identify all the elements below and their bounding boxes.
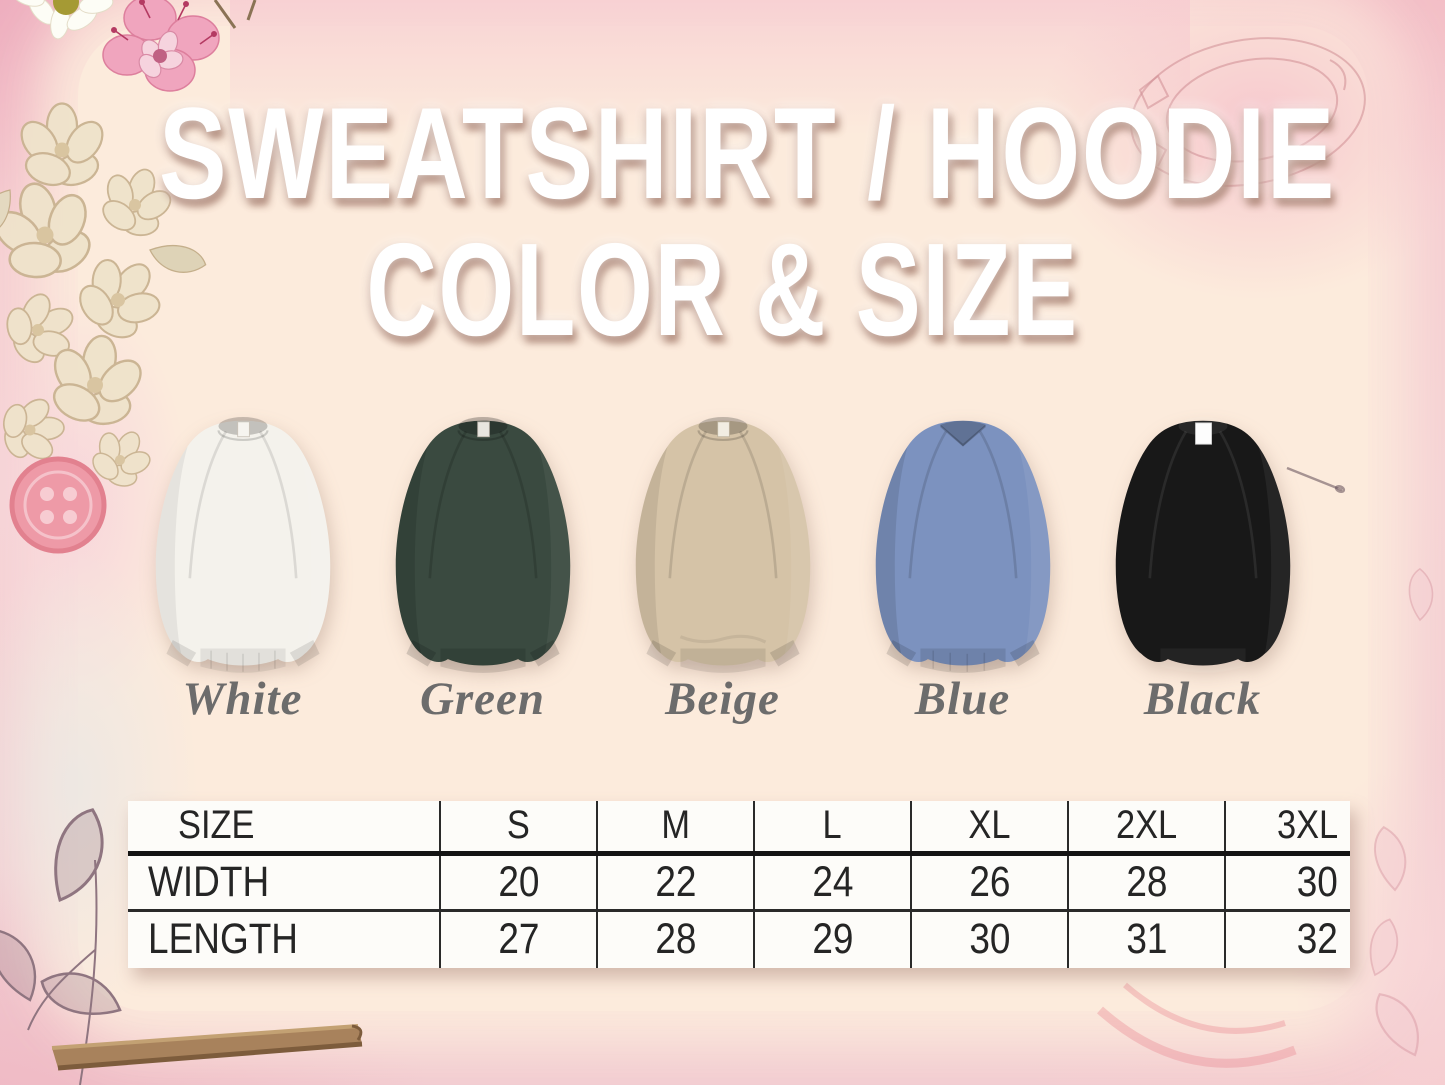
title-line-1: SWEATSHIRT / HOODIE bbox=[158, 80, 1336, 226]
neck-tag bbox=[1194, 422, 1212, 445]
color-label: Black bbox=[1143, 673, 1262, 725]
header-3xl: 3XL bbox=[1224, 801, 1350, 856]
row-label: WIDTH bbox=[128, 853, 440, 912]
sweatshirt-blue-image bbox=[875, 420, 1050, 673]
length-xl: 30 bbox=[910, 910, 1068, 968]
product-green: Green bbox=[371, 408, 595, 723]
neck-tag bbox=[716, 421, 730, 438]
length-l: 29 bbox=[753, 910, 911, 968]
width-2xl: 28 bbox=[1067, 853, 1225, 912]
title-line-2: COLOR & SIZE bbox=[366, 216, 1079, 363]
header-m: M bbox=[596, 801, 754, 856]
row-label: LENGTH bbox=[148, 915, 299, 964]
sweatshirt-green-image bbox=[395, 417, 570, 673]
product-beige: Beige bbox=[611, 408, 835, 723]
header-2xl: 2XL bbox=[1067, 801, 1225, 856]
width-3xl: 30 bbox=[1224, 853, 1350, 912]
sweatshirt-black-image bbox=[1115, 417, 1290, 673]
header-l: L bbox=[753, 801, 911, 856]
color-options-row: White Green bbox=[0, 408, 1445, 723]
table-row-length: LENGTH 27 28 29 30 31 32 bbox=[128, 910, 1350, 968]
product-black: Black bbox=[1091, 408, 1315, 723]
size-chart: SIZE S M L XL 2XL 3XL WIDTH 20 22 24 26 … bbox=[128, 801, 1350, 968]
stick-icon bbox=[51, 1024, 363, 1071]
color-label: Green bbox=[419, 673, 546, 725]
length-3xl: 32 bbox=[1224, 910, 1350, 968]
twig-icon bbox=[213, 0, 257, 29]
width-m: 22 bbox=[596, 853, 754, 912]
length-s: 27 bbox=[439, 910, 597, 968]
table-row-width: WIDTH 20 22 24 26 28 30 bbox=[128, 853, 1350, 912]
header-s: S bbox=[439, 801, 597, 856]
header-size: SIZE bbox=[128, 801, 440, 856]
table-header-row: SIZE S M L XL 2XL 3XL bbox=[128, 801, 1350, 856]
sweatshirt-beige-image bbox=[635, 417, 810, 673]
color-label: Blue bbox=[914, 673, 1011, 725]
length-2xl: 31 bbox=[1067, 910, 1225, 968]
product-blue: Blue bbox=[851, 408, 1075, 723]
page-title: SWEATSHIRT / HOODIE COLOR & SIZE bbox=[0, 88, 1445, 356]
length-m: 28 bbox=[596, 910, 754, 968]
color-label: Beige bbox=[665, 673, 780, 725]
sweatshirt-white-image bbox=[155, 417, 330, 673]
width-s: 20 bbox=[439, 853, 597, 912]
header-xl: XL bbox=[910, 801, 1068, 856]
neck-tag bbox=[476, 421, 490, 438]
neck-tag bbox=[236, 421, 250, 438]
color-label: White bbox=[182, 673, 303, 725]
width-xl: 26 bbox=[910, 853, 1068, 912]
size-chart-table: SIZE S M L XL 2XL 3XL WIDTH 20 22 24 26 … bbox=[128, 801, 1350, 968]
width-l: 24 bbox=[753, 853, 911, 912]
daisy-icon bbox=[11, 0, 114, 40]
product-white: White bbox=[131, 408, 355, 723]
